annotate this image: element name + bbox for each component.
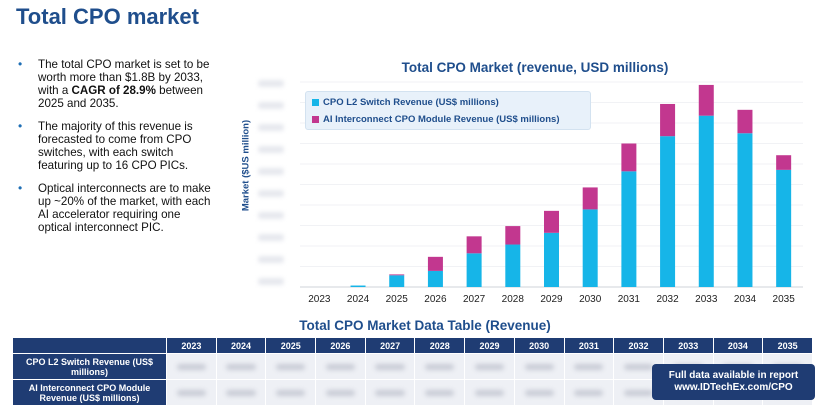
legend-label-l2-switch: CPO L2 Switch Revenue (US$ millions) — [323, 97, 499, 108]
table-cell-blurred — [215, 379, 267, 406]
table-column-header: 2024 — [215, 337, 267, 354]
bar-l2-switch-2034 — [737, 133, 753, 287]
table-title: Total CPO Market Data Table (Revenue) — [299, 318, 551, 333]
table-column-header: 2023 — [166, 337, 217, 354]
bar-ai-interconnect-2033 — [698, 84, 714, 116]
table-cell-blurred — [364, 379, 416, 406]
table-cell-blurred — [166, 353, 217, 380]
bullet-list: The total CPO market is set to be worth … — [16, 58, 216, 244]
table-row-header: AI Interconnect CPO Module Revenue (US$ … — [12, 379, 167, 406]
table-cell-blurred — [513, 379, 565, 406]
bar-ai-interconnect-2029 — [544, 210, 559, 233]
x-tick-label: 2034 — [734, 294, 757, 305]
bar-ai-interconnect-2034 — [737, 109, 753, 134]
table-row-header: CPO L2 Switch Revenue (US$ millions) — [12, 353, 167, 380]
x-tick-label: 2033 — [695, 294, 718, 305]
table-column-header: 2029 — [464, 337, 515, 354]
bar-ai-interconnect-2035 — [776, 155, 792, 170]
table-column-header: 2034 — [712, 337, 764, 354]
table-corner — [12, 337, 167, 354]
table-column-header: 2026 — [315, 337, 366, 354]
table-cell-blurred — [315, 353, 366, 380]
table-cell-blurred — [464, 353, 515, 380]
x-tick-label: 2035 — [773, 294, 796, 305]
bar-ai-interconnect-2028 — [505, 226, 521, 245]
table-column-header: 2035 — [762, 337, 813, 354]
bar-l2-switch-2026 — [427, 270, 443, 287]
x-tick-label: 2031 — [618, 294, 641, 305]
table-cell-blurred — [265, 353, 317, 380]
table-column-header: 2027 — [364, 337, 416, 354]
x-tick-label: 2029 — [540, 294, 563, 305]
table-cell-blurred — [364, 353, 416, 380]
table-column-header: 2032 — [613, 337, 664, 354]
table-column-header: 2028 — [414, 337, 466, 354]
table-cell-blurred — [563, 353, 615, 380]
bar-l2-switch-2035 — [776, 169, 792, 287]
table-column-header: 2030 — [513, 337, 565, 354]
table-cell-blurred — [513, 353, 565, 380]
legend-swatch-ai-interconnect — [312, 116, 319, 123]
bar-ai-interconnect-2031 — [621, 143, 637, 172]
bullet-item: The majority of this revenue is forecast… — [16, 120, 216, 172]
callout-line-1: Full data available in report — [668, 370, 799, 381]
x-tick-label: 2028 — [502, 294, 525, 305]
table-cell-blurred — [315, 379, 366, 406]
table-column-header: 2025 — [265, 337, 317, 354]
legend-label-ai-interconnect: AI Interconnect CPO Module Revenue (US$ … — [323, 114, 560, 125]
bar-ai-interconnect-2030 — [582, 187, 598, 210]
table-header-row: 2023 2024 2025 2026 2027 2028 2029 2030 … — [12, 337, 813, 354]
x-tick-label: 2024 — [347, 294, 370, 305]
bar-l2-switch-2029 — [544, 232, 559, 287]
bullet-item: Optical interconnects are to make up ~20… — [16, 182, 216, 234]
bar-ai-interconnect-2027 — [466, 236, 482, 254]
bar-l2-switch-2031 — [621, 171, 637, 287]
table-cell-blurred — [414, 379, 466, 406]
chart-title: Total CPO Market (revenue, USD millions) — [401, 60, 669, 75]
callout-link[interactable]: www.IDTechEx.com/CPO — [674, 382, 793, 393]
table-cell-blurred — [215, 353, 267, 380]
x-tick-label: 2026 — [424, 294, 447, 305]
table-column-header: 2033 — [662, 337, 714, 354]
chart-y-ticks-blurred — [254, 74, 290, 288]
table-cell-blurred — [265, 379, 317, 406]
bar-ai-interconnect-2026 — [427, 256, 443, 271]
x-tick-label: 2032 — [656, 294, 679, 305]
page-title: Total CPO market — [16, 4, 199, 29]
table-cell-blurred — [414, 353, 466, 380]
legend-item-l2-switch: CPO L2 Switch Revenue (US$ millions) — [312, 97, 499, 108]
bar-l2-switch-2028 — [505, 244, 521, 287]
x-tick-label: 2030 — [579, 294, 602, 305]
full-data-callout[interactable]: Full data available in report www.IDTech… — [652, 364, 815, 400]
x-tick-label: 2025 — [386, 294, 409, 305]
table-column-header: 2031 — [563, 337, 615, 354]
bar-l2-switch-2033 — [698, 115, 714, 287]
chart-legend: CPO L2 Switch Revenue (US$ millions) AI … — [305, 91, 591, 130]
table-cell-blurred — [166, 379, 217, 406]
bar-l2-switch-2030 — [582, 209, 598, 287]
table-cell-blurred — [563, 379, 615, 406]
bar-l2-switch-2027 — [466, 253, 482, 287]
bullet-item: The total CPO market is set to be worth … — [16, 58, 216, 110]
x-tick-label: 2023 — [308, 294, 331, 305]
bar-ai-interconnect-2025 — [389, 274, 405, 276]
legend-swatch-l2-switch — [312, 99, 319, 106]
bar-ai-interconnect-2032 — [660, 103, 676, 137]
legend-item-ai-interconnect: AI Interconnect CPO Module Revenue (US$ … — [312, 114, 559, 125]
bar-l2-switch-2024 — [350, 285, 366, 287]
bar-l2-switch-2032 — [660, 136, 676, 287]
bar-l2-switch-2025 — [389, 275, 405, 287]
x-tick-label: 2027 — [463, 294, 486, 305]
table-cell-blurred — [464, 379, 515, 406]
